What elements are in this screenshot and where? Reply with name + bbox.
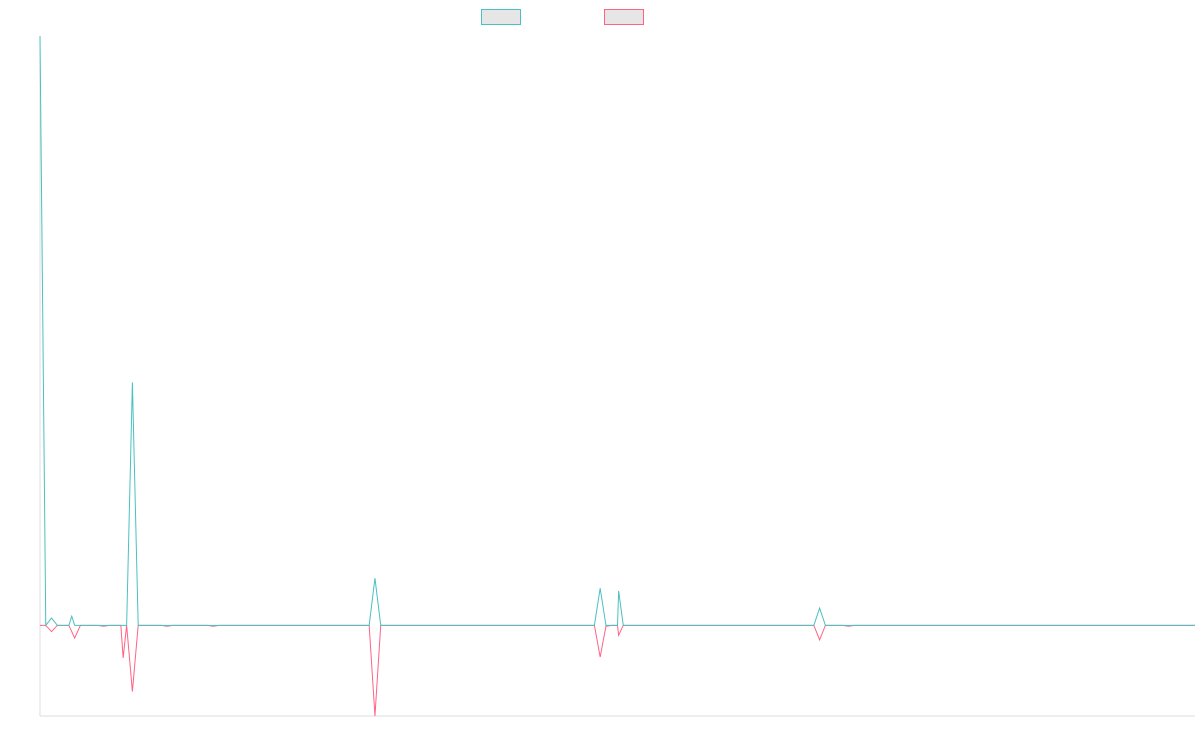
series-line-2 — [40, 624, 1195, 717]
legend-item-series-2[interactable] — [604, 9, 644, 25]
axes — [39, 36, 1195, 717]
series-layer — [39, 35, 1195, 717]
series-line-1 — [39, 35, 1195, 627]
legend-item-series-1[interactable] — [481, 9, 521, 25]
